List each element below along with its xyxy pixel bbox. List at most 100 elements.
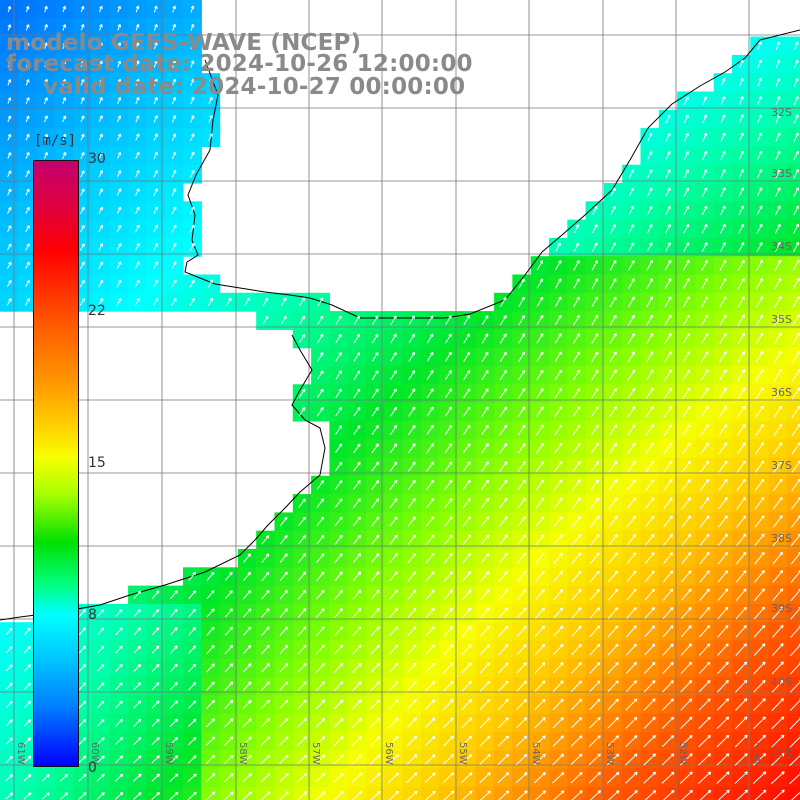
wind-arrow	[534, 643, 546, 656]
wind-arrow	[498, 589, 509, 601]
wind-arrow	[371, 498, 380, 509]
wind-arrow	[371, 534, 380, 545]
wind-arrow	[462, 479, 471, 491]
longitude-label: 55W	[457, 742, 468, 765]
wind-arrow	[299, 315, 305, 325]
wind-arrow	[591, 333, 599, 344]
wind-arrow	[62, 133, 67, 141]
wind-arrow	[536, 278, 544, 289]
wind-arrow	[260, 754, 271, 765]
wind-arrow	[315, 608, 325, 618]
wind-arrow	[407, 589, 417, 600]
wind-cell	[786, 475, 800, 495]
wind-arrow	[573, 278, 580, 289]
wind-arrow	[698, 661, 711, 675]
wind-arrow	[333, 699, 344, 710]
wind-arrow	[425, 571, 435, 582]
wind-arrow	[316, 480, 324, 490]
wind-arrow	[738, 205, 745, 216]
wind-arrow	[461, 680, 472, 692]
wind-arrow	[554, 296, 562, 308]
wind-arrow	[793, 223, 799, 234]
wind-arrow	[717, 588, 729, 601]
wind-arrow	[716, 734, 730, 748]
wind-arrow	[261, 589, 270, 600]
wind-arrow	[481, 351, 489, 362]
wind-arrow	[443, 790, 455, 800]
wind-cell	[219, 786, 239, 800]
wind-arrow	[226, 297, 232, 307]
wind-arrow	[534, 698, 546, 711]
wind-arrow	[351, 717, 362, 728]
wind-arrow	[646, 259, 653, 271]
wind-arrow	[78, 645, 86, 654]
wind-arrow	[665, 132, 671, 142]
wind-arrow	[117, 97, 122, 105]
latitude-label: 34S	[771, 240, 792, 253]
wind-arrow	[662, 698, 674, 711]
wind-arrow	[663, 405, 673, 418]
wind-arrow	[425, 680, 436, 692]
wind-arrow	[425, 644, 435, 655]
wind-arrow	[735, 588, 747, 601]
wind-arrow	[7, 5, 12, 13]
wind-arrow	[553, 534, 563, 546]
wind-arrow	[44, 78, 48, 86]
wind-arrow	[479, 717, 491, 729]
wind-arrow	[298, 553, 306, 563]
wind-arrow	[681, 533, 692, 546]
wind-arrow	[114, 755, 124, 764]
wind-arrow	[351, 736, 363, 747]
wind-arrow	[25, 5, 30, 13]
wind-arrow	[188, 663, 197, 673]
wind-arrow	[116, 170, 122, 178]
wind-arrow	[627, 424, 636, 436]
wind-arrow	[626, 570, 637, 583]
wind-arrow	[189, 297, 195, 306]
wind-arrow	[25, 170, 30, 178]
wind-arrow	[189, 279, 195, 288]
wind-arrow	[297, 663, 307, 673]
wind-arrow	[588, 753, 601, 766]
wind-arrow	[424, 717, 436, 729]
wind-arrow	[718, 497, 728, 510]
wind-arrow	[444, 406, 452, 417]
wind-arrow	[80, 78, 85, 86]
wind-arrow	[661, 716, 675, 729]
wind-arrow	[352, 516, 361, 527]
wind-arrow	[5, 755, 13, 763]
wind-arrow	[552, 662, 564, 674]
wind-arrow	[701, 242, 708, 252]
wind-arrow	[516, 625, 527, 637]
wind-arrow	[738, 114, 744, 124]
wind-arrow	[607, 607, 619, 619]
wind-arrow	[517, 406, 526, 417]
wind-arrow	[260, 699, 271, 710]
wind-arrow	[152, 297, 159, 306]
wind-arrow	[592, 224, 598, 234]
wind-arrow	[679, 753, 693, 766]
wind-arrow	[279, 699, 289, 710]
wind-arrow	[755, 277, 763, 290]
wind-arrow	[62, 97, 67, 104]
wind-arrow	[683, 151, 689, 160]
wind-arrow	[370, 626, 380, 637]
wind-arrow	[5, 700, 13, 709]
wind-arrow	[792, 295, 800, 308]
wind-arrow	[224, 571, 233, 581]
wind-arrow	[626, 497, 636, 510]
wind-arrow	[553, 479, 563, 491]
wind-arrow	[536, 351, 544, 362]
wind-arrow	[518, 315, 525, 326]
wind-arrow	[462, 516, 471, 527]
wind-arrow	[279, 681, 289, 691]
wind-arrow	[607, 698, 619, 711]
wind-arrow	[389, 534, 398, 545]
wind-arrow	[772, 478, 783, 492]
wind-arrow	[298, 333, 305, 343]
wind-arrow	[701, 187, 708, 197]
wind-arrow	[716, 716, 730, 730]
wind-arrow	[720, 77, 726, 87]
wind-arrow	[78, 773, 87, 782]
wind-arrow	[793, 150, 799, 161]
